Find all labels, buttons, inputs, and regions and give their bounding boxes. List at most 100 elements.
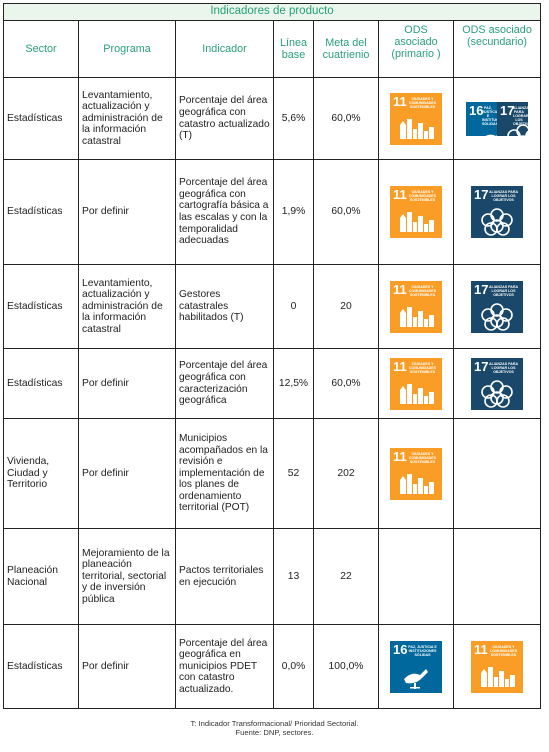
cell-ods-secundario bbox=[452, 418, 542, 529]
sdg-17-icon: 17 ALIANZAS PARA LOGRAR LOS OBJETIVOS bbox=[471, 357, 524, 410]
sdg-11-tile: 11 CIUDADES Y COMUNIDADES SOSTENIBLES bbox=[471, 640, 524, 693]
sdg-11-icon: 11 CIUDADES Y COMUNIDADES SOSTENIBLES bbox=[390, 280, 442, 333]
cell-ods-secundario: 17 ALIANZAS PARA LOGRAR LOS OBJETIVOS bbox=[452, 348, 542, 419]
sdg-number: 11 bbox=[393, 358, 407, 374]
cell-sector: Estadísticas bbox=[3, 624, 79, 709]
sdg-number: 17 bbox=[474, 281, 489, 297]
header-row: Sector Programa Indicador Línea base Met… bbox=[3, 20, 542, 78]
cell-ods-primario bbox=[378, 528, 454, 625]
table-row: Estadísticas Por definir Porcentaje del ár… bbox=[3, 159, 542, 265]
table-row: Estadísticas Levantamiento, actualización… bbox=[3, 77, 542, 160]
sdg-number: 17 bbox=[500, 102, 515, 118]
sdg-number: 11 bbox=[393, 448, 407, 464]
header-ods-secundario: ODS asociado (secundario) bbox=[452, 20, 542, 78]
header-linea-base: Línea base bbox=[273, 20, 314, 78]
cell-indicador: Municipios acompañados en la revisión e … bbox=[175, 418, 274, 529]
sdg-label: ALIANZAS PARA LOGRAR LOS OBJETIVOS bbox=[513, 105, 529, 127]
sdg-label: CIUDADES Y COMUNIDADES SOSTENIBLES bbox=[408, 284, 437, 297]
cell-meta: 60,0% bbox=[313, 77, 379, 160]
cell-ods-secundario: 17 ALIANZAS PARA LOGRAR LOS OBJETIVOS bbox=[452, 159, 542, 265]
sdg-number: 11 bbox=[393, 187, 407, 202]
footnote-source: Fuente: DNP, sectores. bbox=[235, 728, 314, 737]
footnote-transformational: T: Indicador Transformacional/ Prioridad… bbox=[190, 719, 359, 728]
table-row: Vivienda, Ciudad y Territorio Por definir… bbox=[3, 418, 542, 529]
cell-linea-base: 1,9% bbox=[273, 159, 314, 265]
cell-sector: Estadísticas bbox=[3, 348, 79, 419]
cell-linea-base: 0,0% bbox=[273, 624, 314, 709]
sdg-number: 16 bbox=[393, 641, 408, 657]
sdg-number: 17 bbox=[474, 187, 489, 202]
cell-ods-primario: 11 CIUDADES Y COMUNIDADES SOSTENIBLES bbox=[378, 348, 454, 419]
header-indicador: Indicador bbox=[175, 20, 274, 78]
cell-programa: Por definir bbox=[78, 348, 176, 419]
cell-meta: 60,0% bbox=[313, 348, 379, 419]
cell-ods-primario: 11 CIUDADES Y COMUNIDADES SOSTENIBLES bbox=[378, 418, 454, 529]
sdg-number: 11 bbox=[393, 281, 407, 297]
sdg-label: CIUDADES Y COMUNIDADES SOSTENIBLES bbox=[489, 644, 518, 657]
cell-sector: Estadísticas bbox=[3, 264, 79, 349]
sdg-17-icon: 17 ALIANZAS PARA LOGRAR LOS OBJETIVOS bbox=[471, 280, 524, 333]
cell-indicador: Porcentaje del área geográfica con carto… bbox=[175, 159, 274, 265]
cell-programa: Por definir bbox=[78, 418, 176, 529]
cell-meta: 22 bbox=[313, 528, 379, 625]
sdg-label: PAZ, JUSTICIA E INSTITUCIONES SÓLIDAS bbox=[408, 644, 437, 657]
sdg-11-tile: 11 CIUDADES Y COMUNIDADES SOSTENIBLES bbox=[390, 186, 442, 238]
cell-sector: Vivienda, Ciudad y Territorio bbox=[3, 418, 79, 529]
cell-ods-secundario bbox=[452, 528, 542, 625]
cell-meta: 202 bbox=[313, 418, 379, 529]
cell-ods-primario: 11 CIUDADES Y COMUNIDADES SOSTENIBLES bbox=[378, 264, 454, 349]
sdg-16-icon: 16 PAZ, JUSTICIA E INSTITUCIONES SÓLIDAS bbox=[390, 640, 442, 693]
sdg-number: 17 bbox=[474, 358, 489, 374]
cell-programa: Por definir bbox=[78, 624, 176, 709]
cell-indicador: Porcentaje del área geográfica con catas… bbox=[175, 77, 274, 160]
cell-sector: Planeación Nacional bbox=[3, 528, 79, 625]
sdg-11-tile: 11 CIUDADES Y COMUNIDADES SOSTENIBLES bbox=[390, 447, 442, 500]
table-row: Planeación Nacional Mejoramiento de la pl… bbox=[3, 528, 542, 625]
cell-meta: 20 bbox=[313, 264, 379, 349]
cell-indicador: Porcentaje del área geográfica con carac… bbox=[175, 348, 274, 419]
cell-linea-base: 13 bbox=[273, 528, 314, 625]
cell-programa: Mejoramiento de la planeación territoria… bbox=[78, 528, 176, 625]
sdg-label: ALIANZAS PARA LOGRAR LOS OBJETIVOS bbox=[488, 190, 519, 203]
sdg-label: ALIANZAS PARA LOGRAR LOS OBJETIVOS bbox=[488, 284, 519, 297]
cell-indicador: Gestores catastrales habilitados (T) bbox=[175, 264, 274, 349]
cell-indicador: Porcentaje del área geográfica en munici… bbox=[175, 624, 274, 709]
cell-sector: Estadísticas bbox=[3, 159, 79, 265]
table-row: Estadísticas Por definir Porcentaje del ár… bbox=[3, 624, 542, 709]
cell-meta: 60,0% bbox=[313, 159, 379, 265]
sdg-label: PAZ, JUSTICIA E INSTITUCIONES SÓLIDAS bbox=[482, 105, 498, 127]
table-row: Estadísticas Por definir Porcentaje del ár… bbox=[3, 348, 542, 419]
product-indicators-table: Indicadores de producto Sector Programa … bbox=[2, 3, 542, 709]
cell-ods-secundario: 17 ALIANZAS PARA LOGRAR LOS OBJETIVOS bbox=[452, 264, 542, 349]
sdg-11-icon: 11 CIUDADES Y COMUNIDADES SOSTENIBLES bbox=[390, 92, 442, 145]
sdg-label: CIUDADES Y COMUNIDADES SOSTENIBLES bbox=[408, 96, 437, 109]
sdg-11-icon: 11 CIUDADES Y COMUNIDADES SOSTENIBLES bbox=[390, 447, 442, 500]
cell-indicador: Pactos territoriales en ejecución bbox=[175, 528, 274, 625]
sdg-11-tile: 11 CIUDADES Y COMUNIDADES SOSTENIBLES bbox=[390, 357, 442, 410]
cell-sector: Estadísticas bbox=[3, 77, 79, 160]
table-body: Estadísticas Levantamiento, actualización… bbox=[3, 77, 542, 709]
sdg-11-icon: 11 CIUDADES Y COMUNIDADES SOSTENIBLES bbox=[471, 640, 524, 693]
sdg-11-icon: 11 CIUDADES Y COMUNIDADES SOSTENIBLES bbox=[390, 186, 442, 238]
sdg-number: 11 bbox=[474, 641, 488, 657]
header-programa: Programa bbox=[78, 20, 176, 78]
sdg-number: 16 bbox=[469, 102, 484, 118]
cell-ods-primario: 11 CIUDADES Y COMUNIDADES SOSTENIBLES bbox=[378, 77, 454, 160]
cell-linea-base: 5,6% bbox=[273, 77, 314, 160]
sdg-label: CIUDADES Y COMUNIDADES SOSTENIBLES bbox=[408, 451, 437, 464]
sdg-label: CIUDADES Y COMUNIDADES SOSTENIBLES bbox=[408, 190, 437, 203]
cell-linea-base: 52 bbox=[273, 418, 314, 529]
sdg-label: ALIANZAS PARA LOGRAR LOS OBJETIVOS bbox=[488, 361, 519, 374]
cell-linea-base: 0 bbox=[273, 264, 314, 349]
table-row: Estadísticas Levantamiento, actualización… bbox=[3, 264, 542, 349]
cell-programa: Levantamiento, actualización y administr… bbox=[78, 77, 176, 160]
cell-linea-base: 12,5% bbox=[273, 348, 314, 419]
table-title: Indicadores de producto bbox=[2, 3, 542, 21]
